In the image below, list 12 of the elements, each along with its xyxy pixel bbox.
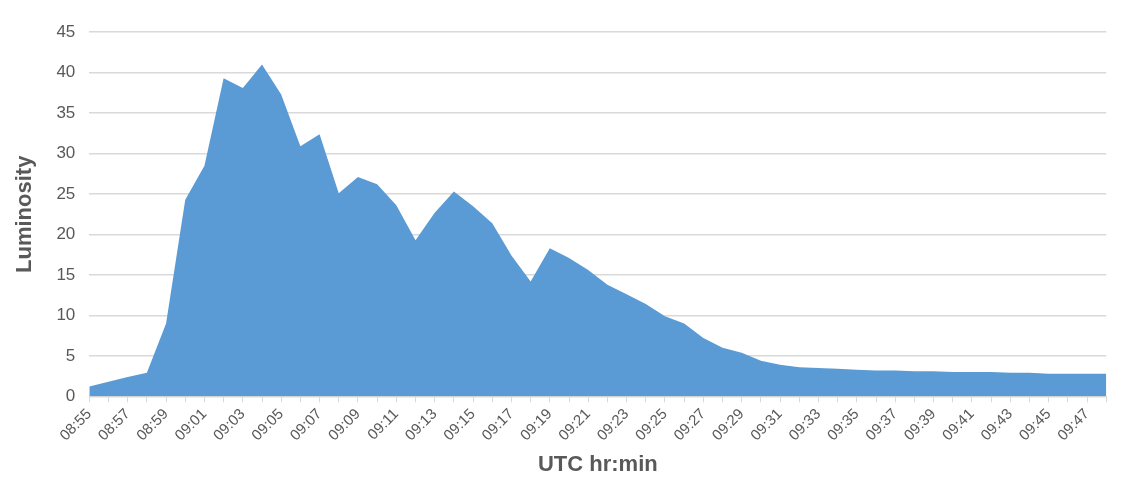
y-tick-label: 10 xyxy=(56,305,76,325)
y-axis-title: Luminosity xyxy=(11,154,37,273)
y-tick-label: 35 xyxy=(56,102,76,122)
y-tick-label: 40 xyxy=(56,62,76,82)
y-tick-label: 25 xyxy=(56,183,76,203)
y-tick-label: 0 xyxy=(65,386,76,406)
y-tick-label: 15 xyxy=(56,264,76,284)
x-axis-title: UTC hr:min xyxy=(537,450,658,476)
y-tick-label: 20 xyxy=(56,224,76,244)
y-tick-label: 45 xyxy=(56,21,76,41)
y-tick-label: 30 xyxy=(56,143,76,163)
y-tick-label: 5 xyxy=(65,345,76,365)
